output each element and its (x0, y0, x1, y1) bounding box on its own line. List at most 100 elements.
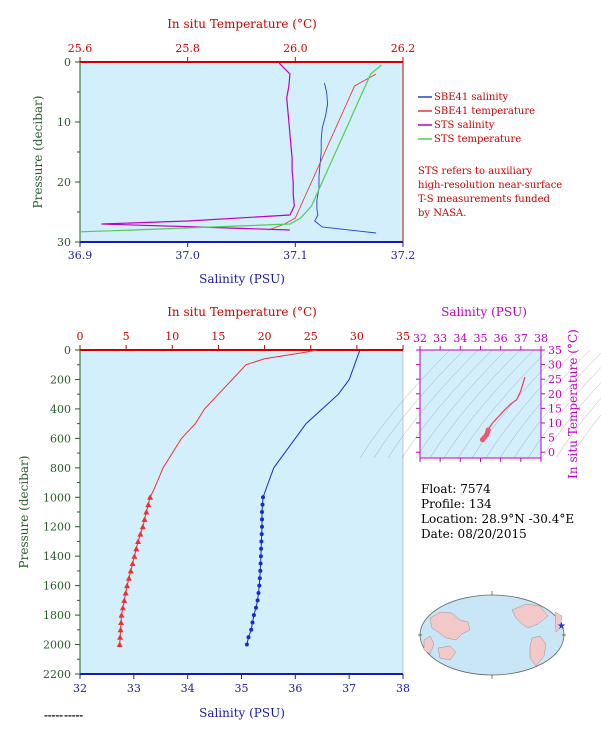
density-contour (429, 349, 521, 459)
ts-sal-tick-label: 34 (453, 332, 467, 345)
density-contour (359, 349, 451, 459)
bottom-pres-tick-label: 400 (50, 403, 71, 416)
density-contour (373, 349, 465, 459)
temperature-sample-point (127, 567, 134, 574)
ts-temp-tick-label: 20 (548, 388, 562, 401)
top-temp-tick-label: 25.6 (68, 42, 93, 55)
temperature-sample-point (139, 523, 146, 530)
float-info: Float: 7574 Profile: 134 Location: 28.9°… (421, 482, 574, 541)
legend-sbe-salinity: SBE41 salinity (434, 92, 509, 103)
note-line-1: STS refers to auxiliary (418, 166, 533, 177)
temperature-sample-point (145, 501, 152, 508)
salinity-sample-point (254, 605, 258, 610)
density-contour (541, 382, 601, 459)
map-ocean (419, 594, 565, 676)
top-legend: SBE41 salinity SBE41 temperature STS sal… (418, 92, 535, 145)
bottom-sal-tick-label: 36 (288, 682, 302, 695)
temperature-sample-point (147, 494, 154, 500)
salinity-sample-point (259, 532, 264, 537)
float-id: Float: 7574 (421, 482, 491, 496)
top-sal-tick-label: 36.9 (68, 249, 93, 262)
bottom-sal-axis-title: Salinity (PSU) (199, 706, 285, 720)
bottom-sal-tick-label: 37 (342, 682, 356, 695)
density-contour (387, 349, 479, 459)
density-contour (443, 349, 535, 459)
bottom-temp-tick-label: 15 (211, 330, 225, 343)
bottom-pres-tick-label: 1200 (43, 521, 71, 534)
top-temp-tick-label: 26.2 (391, 42, 416, 55)
salinity-sample-point (256, 591, 261, 595)
top-sal-tick-label: 37.2 (391, 249, 416, 262)
note-line-3: T-S measurements funded (418, 194, 550, 205)
sbe41-salinity-line (314, 82, 377, 234)
world-map: ★ (418, 591, 566, 679)
salinity-sample-point (260, 502, 265, 507)
ts-sal-tick-label: 36 (494, 332, 508, 345)
bottom-temp-tick-label: 20 (258, 330, 272, 343)
ts-temp-tick-label: 10 (548, 417, 562, 430)
sts-temperature-line (79, 64, 382, 233)
temperature-sample-point (118, 612, 125, 618)
salinity-sample-point (258, 568, 263, 573)
top-sal-axis-title: Salinity (PSU) (199, 272, 285, 286)
salinity-sample-point (244, 642, 249, 647)
salinity-sample-point (258, 561, 263, 566)
bottom-temp-tick-label: 0 (77, 330, 84, 343)
salinity-sample-point (258, 554, 263, 559)
note-line-4: by NASA. (418, 208, 466, 219)
density-contour (569, 414, 601, 459)
salinity-sample-point (259, 546, 264, 551)
bottom-pres-tick-label: 0 (64, 344, 71, 357)
ts-deep-point (479, 437, 486, 443)
ts-sal-tick-label: 32 (413, 332, 427, 345)
salinity-sample-point (260, 510, 264, 514)
bottom-plot-area (79, 349, 404, 675)
bottom-sal-tick-label: 38 (396, 682, 410, 695)
temperature-sample-point (135, 538, 142, 544)
map-continent-north-america (511, 603, 549, 629)
ts-temp-tick-label: 30 (548, 359, 562, 372)
salinity-sample-point (257, 576, 262, 581)
bottom-temp-tick-label: 30 (350, 330, 364, 343)
bottom-pres-tick-label: 2200 (43, 668, 71, 681)
salinity-sample-point (250, 620, 255, 625)
top-pres-tick-label: 30 (57, 236, 71, 249)
legend-sts-temperature: STS temperature (434, 134, 521, 145)
ts-plot-area (419, 349, 542, 459)
temperature-sample-point (117, 634, 124, 640)
temperature-sample-point (141, 516, 148, 522)
density-contour (527, 367, 601, 459)
sbe41-temperature-line (268, 73, 377, 231)
top-pres-tick-label: 20 (57, 176, 71, 189)
location: Location: 28.9°N -30.4°E (421, 512, 574, 526)
sts-salinity-line (101, 62, 295, 231)
temperature-sample-point (118, 619, 125, 625)
density-contour (485, 349, 577, 459)
bottom-temp-tick-label: 35 (396, 330, 410, 343)
ts-temp-axis-title: In situ Temperature (°C) (566, 329, 580, 479)
map-continent-africa (423, 635, 435, 655)
temperature-sample-point (122, 590, 129, 596)
temperature-sample-point (133, 545, 140, 552)
temperature-sample-point (117, 626, 124, 633)
bottom-pres-tick-label: 2000 (43, 639, 71, 652)
salinity-sample-point (246, 635, 251, 640)
temperature-sample-point (131, 553, 138, 559)
date: Date: 08/20/2015 (421, 527, 527, 541)
bottom-sal-tick-label: 34 (181, 682, 195, 695)
top-temp-tick-label: 25.8 (175, 42, 200, 55)
profile-number: Profile: 134 (421, 497, 492, 511)
ts-temp-tick-label: 0 (548, 446, 555, 459)
temperature-sample-point (129, 560, 136, 566)
density-contour (471, 349, 563, 459)
top-sal-tick-label: 37.1 (283, 249, 308, 262)
top-pres-axis-title: Pressure (decibar) (31, 96, 45, 209)
temperature-sample-point (116, 641, 123, 647)
bottom-sal-tick-label: 33 (127, 682, 141, 695)
density-contour (457, 349, 549, 459)
bottom-pres-tick-label: 1000 (43, 491, 71, 504)
bottom-pres-axis-title: Pressure (decibar) (17, 456, 31, 569)
bottom-panel: 0 5 10 15 20 25 30 35 32 33 34 35 36 37 38 0 200 400 600… (17, 305, 410, 720)
map-continent-europe (554, 611, 563, 633)
